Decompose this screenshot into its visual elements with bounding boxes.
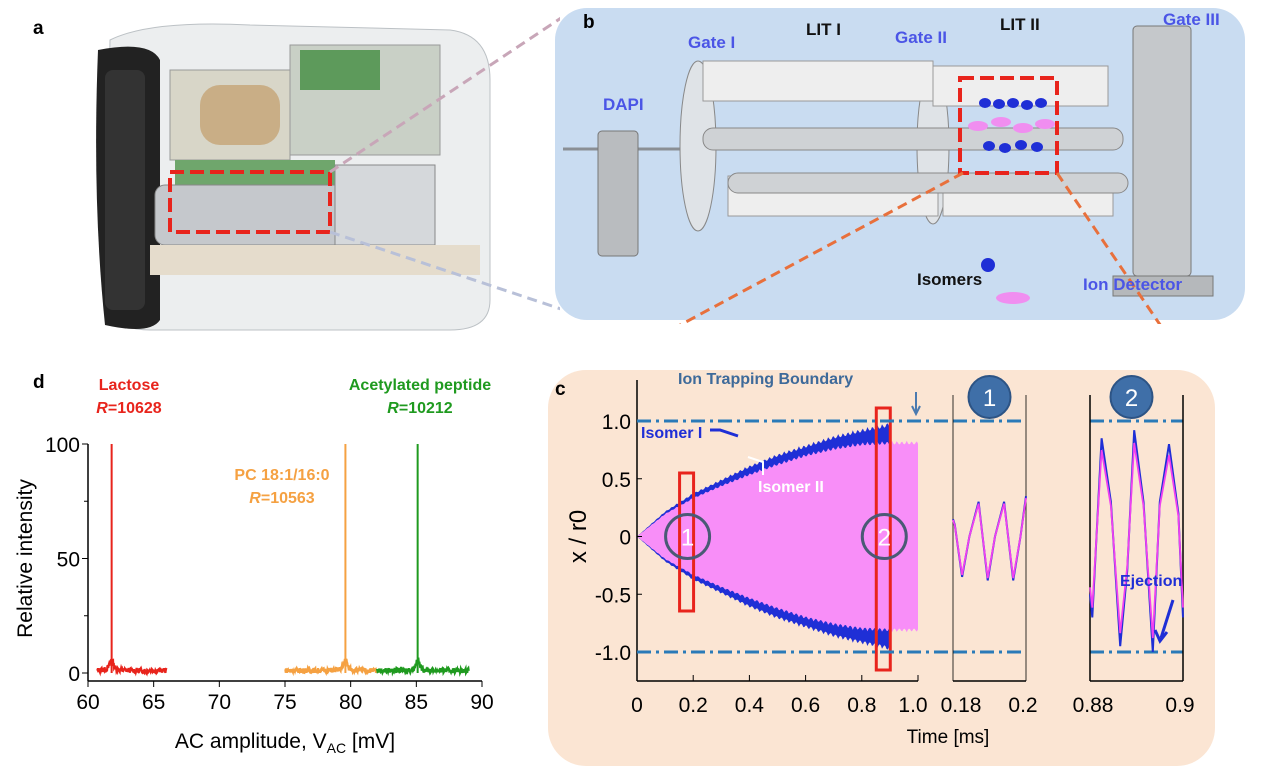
window-marker-circle [664,513,712,560]
inset-x-tick-label: 0.88 [1073,694,1114,717]
x-tick-label: 0.6 [791,694,820,717]
vacuum-chamber [334,164,436,246]
y-axis-label: x / r0 [565,510,592,563]
inset-number-label: 2 [1125,385,1138,412]
highlight-box-a [168,170,332,234]
series-name-label: Lactose [99,377,160,394]
ion-detector [1132,25,1192,277]
y-tick-label: 50 [57,549,80,572]
panel-d-label: d [33,372,45,393]
isomer-ions [968,98,1055,153]
isomer-2-legend-icon [996,292,1030,304]
ejection-arrow-icon [1153,599,1175,644]
x-tick-label: 0.8 [847,694,876,717]
instrument-screen [105,70,145,310]
lit-2-label: LIT II [1000,15,1040,34]
window-marker-circle [860,513,908,560]
ion-trapping-boundary-label: Ion Trapping Boundary [678,371,853,388]
time-window-box-2 [874,406,892,672]
zoom-connector [1055,172,1162,324]
dapi-valve [597,130,639,257]
series-name-label: Acetylated peptide [349,377,491,394]
x-tick-label: 0 [631,694,643,717]
circuit-board [300,50,380,90]
x-tick-label: 0.2 [679,694,708,717]
inset-number-label: 1 [983,385,996,412]
time-window-box-1 [678,471,696,613]
x-tick-label: 60 [76,691,99,714]
gate-2-label: Gate II [895,28,947,47]
ion-trap-assembly [154,184,346,246]
inset-x-tick-label: 0.18 [941,694,982,717]
panel-d-chart: d 0 50 100 60 65 70 75 80 85 90 AC amplitude, VAC [… [14,372,494,756]
window-marker-number: 1 [681,525,694,552]
dapi-label: DAPI [603,95,644,114]
y-tick-label: 0.5 [602,469,631,492]
boundary-arrow-icon [911,392,921,417]
isomer-1-pointer [710,428,739,438]
y-tick-label: 100 [45,434,80,457]
gate-3-label: Gate III [1163,10,1220,29]
x-tick-label: 85 [405,691,428,714]
inset-x-tick-label: 0.9 [1165,694,1194,717]
lit-1-label: LIT I [806,20,841,39]
window-marker-number: 2 [878,525,891,552]
resolution-label: R=10212 [387,400,453,417]
panel-c-chart: c Ion Trapping Boundary 1.0 0.5 0 -0.5 -1.0 0 0.… [555,371,1195,748]
isomer-1-legend-icon [981,258,995,272]
spectrum-baseline-1 [284,658,378,677]
ion-detector-base [1112,275,1214,297]
x-axis-label: Time [ms] [907,727,990,748]
lit-2-electrode-top [932,65,1109,107]
gate-1-label: Gate I [688,33,736,52]
y-tick-label: -0.5 [595,584,631,607]
highlight-box-b [958,76,1059,175]
inset-number-badge [1109,375,1154,419]
rod-electrode-upper [702,127,1124,151]
y-tick-label: 1.0 [602,411,631,434]
coil-icon [200,85,280,145]
y-axis-label: Relative intensity [14,479,37,638]
inset-isomer-1-trace [1089,430,1184,653]
inset-number-badge [967,375,1012,419]
resolution-label: R=10563 [249,490,315,507]
zoom-connector [678,171,964,324]
inset-isomer-2-trace [1089,442,1184,639]
spectrum-baseline-2 [375,657,470,678]
instrument-illustration [96,16,560,331]
isomers-label: Isomers [917,270,983,289]
panel-c-label: c [555,379,566,400]
isomer-2-pointer [747,456,764,475]
isomer-1-label: Isomer I [641,425,702,442]
instrument-base [150,245,480,275]
inset-isomer-2-trace [952,497,1027,579]
x-axis-label: AC amplitude, VAC [mV] [175,730,395,756]
series-name-label: PC 18:1/16:0 [234,467,329,484]
x-tick-label: 80 [339,691,362,714]
zoom-connector [329,16,560,174]
resolution-label: R=10628 [96,400,162,417]
x-tick-label: 1.0 [898,694,927,717]
spectrum-baseline-0 [96,658,168,677]
x-tick-label: 75 [273,691,296,714]
isomer-2-envelope [637,440,918,633]
x-tick-label: 0.4 [735,694,765,717]
y-tick-label: -1.0 [595,642,631,665]
lit-schematic [555,8,1245,324]
ejection-label: Ejection [1120,573,1182,590]
inset-x-tick-label: 0.2 [1008,694,1037,717]
isomer-2-label: Isomer II [758,479,824,496]
y-tick-label: 0 [619,527,631,550]
x-tick-label: 70 [208,691,231,714]
lit-1-electrode-top [702,60,934,102]
panel-a-label: a [33,18,44,39]
y-tick-label: 0 [68,663,80,686]
x-tick-label: 65 [142,691,165,714]
ion-detector-label: Ion Detector [1083,275,1183,294]
panel-b-label: b [583,12,595,33]
x-tick-label: 90 [470,691,493,714]
zoom-connector [329,230,560,311]
